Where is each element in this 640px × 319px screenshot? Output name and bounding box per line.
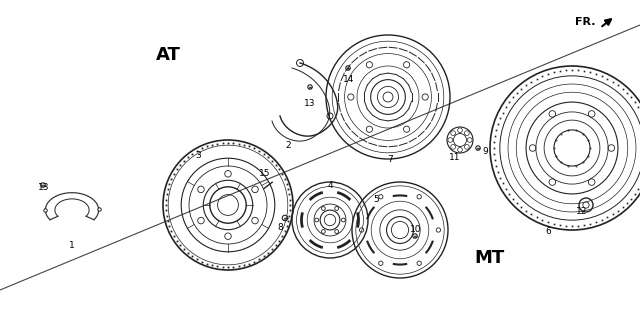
Text: 5: 5 [373, 196, 379, 204]
Text: 10: 10 [410, 226, 422, 234]
Text: 13: 13 [38, 183, 50, 192]
Text: 13: 13 [304, 99, 316, 108]
Text: 7: 7 [387, 155, 393, 165]
Text: 12: 12 [576, 207, 588, 217]
Text: 11: 11 [449, 153, 461, 162]
Text: 14: 14 [343, 76, 355, 85]
Text: FR.: FR. [575, 17, 596, 27]
Text: 6: 6 [545, 227, 551, 236]
Text: 4: 4 [327, 181, 333, 189]
Text: 3: 3 [195, 151, 201, 160]
Text: 8: 8 [277, 222, 283, 232]
Text: 1: 1 [69, 241, 75, 249]
Text: 15: 15 [259, 168, 271, 177]
Text: 9: 9 [482, 147, 488, 157]
Text: 2: 2 [285, 140, 291, 150]
Text: AT: AT [156, 46, 180, 64]
Text: MT: MT [475, 249, 505, 267]
